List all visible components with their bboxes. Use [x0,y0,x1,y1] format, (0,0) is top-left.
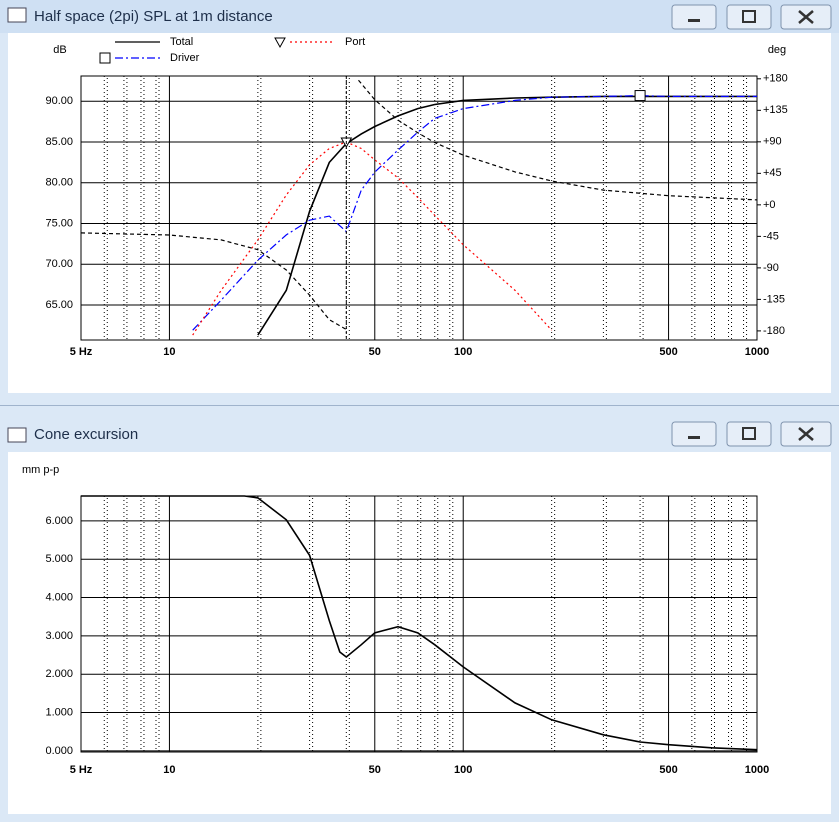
series-line [192,141,553,336]
y2-tick-label: -135 [763,293,785,305]
y-tick-label: 80.00 [45,177,73,189]
legend-label: Port [345,36,365,48]
y-tick-label: 5.000 [45,553,73,565]
x-tick-label: 500 [659,764,677,776]
x-tick-label: 50 [369,764,381,776]
x-tick-label: 5 Hz [70,346,93,358]
maximize-button[interactable] [726,421,772,447]
y-tick-label: 1.000 [45,706,73,718]
y2-tick-label: -90 [763,262,779,274]
window-border [0,405,839,406]
plot-border [80,495,758,753]
window-title: Half space (2pi) SPL at 1m distance [34,8,273,25]
x-tick-label: 500 [659,346,677,358]
maximize-icon [742,427,756,440]
y-tick-label: 65.00 [45,299,73,311]
window-buttons [671,421,832,447]
x-tick-label: 1000 [745,764,769,776]
minimize-icon [688,19,700,22]
maximize-button[interactable] [726,4,772,30]
y2-axis-label: deg [768,44,786,56]
window-title: Cone excursion [34,426,138,443]
y-tick-label: 2.000 [45,668,73,680]
window-icon [7,427,27,443]
x-tick-label: 5 Hz [70,764,93,776]
minimize-button[interactable] [671,4,717,30]
series-line [192,94,757,331]
marker [274,37,286,49]
x-tick-label: 10 [163,764,175,776]
y-axis-label: dB [53,44,66,56]
y2-tick-label: +0 [763,199,776,211]
plot-border [80,75,758,341]
plot-panel [8,452,831,814]
close-icon [798,427,814,441]
minimize-button[interactable] [671,421,717,447]
window-buttons [671,4,832,30]
y2-tick-label: +45 [763,167,782,179]
y-tick-label: 90.00 [45,95,73,107]
minimize-icon [688,436,700,439]
y-tick-label: 70.00 [45,258,73,270]
y-tick-label: 85.00 [45,136,73,148]
maximize-icon [742,10,756,23]
x-tick-label: 50 [369,346,381,358]
series-line [81,495,758,751]
window-icon [7,7,27,23]
y2-tick-label: +180 [763,73,788,85]
y-tick-label: 0.000 [45,745,73,757]
plot-panel [8,33,831,393]
marker [99,52,111,64]
y2-tick-label: -180 [763,325,785,337]
x-tick-label: 1000 [745,346,769,358]
legend-label: Driver [170,52,200,64]
y-tick-label: 3.000 [45,630,73,642]
series-line [80,79,758,331]
y2-tick-label: +135 [763,104,788,116]
y-tick-label: 4.000 [45,591,73,603]
y-tick-label: 6.000 [45,515,73,527]
y2-tick-label: -45 [763,230,779,242]
x-tick-label: 10 [163,346,175,358]
y2-tick-label: +90 [763,136,782,148]
x-tick-label: 100 [454,346,472,358]
x-tick-label: 100 [454,764,472,776]
close-icon [798,10,814,24]
marker [634,90,646,102]
y-axis-label: mm p-p [22,464,59,476]
legend-label: Total [170,36,193,48]
y-tick-label: 75.00 [45,217,73,229]
